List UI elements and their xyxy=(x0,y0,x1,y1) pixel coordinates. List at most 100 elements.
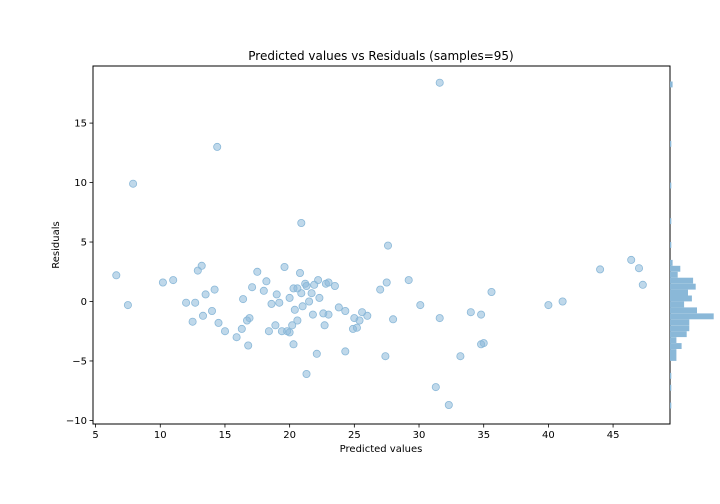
data-point xyxy=(259,286,268,295)
histogram-bar xyxy=(670,313,714,320)
data-point xyxy=(275,298,284,307)
data-point xyxy=(244,341,253,350)
data-point xyxy=(315,293,324,302)
data-point xyxy=(416,301,425,310)
data-point xyxy=(293,316,302,325)
data-point xyxy=(638,280,647,289)
data-point xyxy=(544,301,553,310)
data-point xyxy=(210,285,219,294)
histogram-bar xyxy=(670,301,685,308)
data-point xyxy=(262,277,271,286)
data-point xyxy=(310,280,319,289)
histogram-bar xyxy=(670,343,682,349)
histogram-bar xyxy=(670,325,690,332)
data-point xyxy=(444,400,453,409)
data-point xyxy=(308,310,317,319)
histogram-bar xyxy=(670,283,696,290)
data-point xyxy=(435,78,444,87)
histogram-bar xyxy=(670,265,681,272)
x-tick-label: 15 xyxy=(219,430,232,441)
data-point xyxy=(363,311,372,320)
data-point xyxy=(207,306,216,315)
chart-title: Predicted values vs Residuals (samples=9… xyxy=(248,49,513,63)
data-point xyxy=(297,218,306,227)
data-point xyxy=(487,287,496,296)
x-tick-label: 35 xyxy=(477,430,490,441)
y-tick-label: −5 xyxy=(72,356,87,367)
data-point xyxy=(193,266,202,275)
scatter-plot-frame xyxy=(92,65,671,425)
histogram-bar xyxy=(670,271,678,278)
data-point xyxy=(271,321,280,330)
histogram-bar xyxy=(670,349,677,355)
data-point xyxy=(248,283,257,292)
data-point xyxy=(295,268,304,277)
data-point xyxy=(435,314,444,323)
data-point xyxy=(232,333,241,342)
data-point xyxy=(477,310,486,319)
data-point xyxy=(324,310,333,319)
data-point xyxy=(285,328,294,337)
data-point xyxy=(404,276,413,285)
data-point xyxy=(188,317,197,326)
y-axis-label: Residuals xyxy=(51,221,62,268)
x-tick-label: 30 xyxy=(413,430,426,441)
x-tick-label: 10 xyxy=(154,430,167,441)
data-point xyxy=(288,321,297,330)
data-point xyxy=(389,315,398,324)
histogram-bar xyxy=(670,289,688,296)
x-axis-ticks: 5 10 15 20 25 30 35 40 45 xyxy=(92,424,619,441)
data-point xyxy=(237,324,246,333)
x-tick-label: 25 xyxy=(348,430,361,441)
data-point xyxy=(112,271,121,280)
histogram-bar xyxy=(670,384,672,391)
residual-histogram xyxy=(670,81,714,409)
data-point xyxy=(198,311,207,320)
data-point xyxy=(330,281,339,290)
histogram-bar xyxy=(670,140,672,147)
histogram-bar xyxy=(670,355,677,361)
data-point xyxy=(627,255,636,264)
histogram-bar xyxy=(670,307,697,314)
data-point xyxy=(264,327,273,336)
data-point xyxy=(635,264,644,273)
data-point xyxy=(334,303,343,312)
data-point xyxy=(182,298,191,307)
data-point xyxy=(341,306,350,315)
data-point xyxy=(272,290,281,299)
data-point xyxy=(324,278,333,287)
data-point xyxy=(158,278,167,287)
data-point xyxy=(289,340,298,349)
data-point xyxy=(129,179,138,188)
data-point xyxy=(191,298,200,307)
histogram-bar xyxy=(670,337,677,344)
data-point xyxy=(431,383,440,392)
data-point xyxy=(253,267,262,276)
data-point xyxy=(214,318,223,327)
x-tick-label: 45 xyxy=(607,430,620,441)
data-point xyxy=(382,278,391,287)
x-axis-label: Predicted values xyxy=(340,444,423,455)
y-tick-label: 5 xyxy=(81,238,87,249)
data-point xyxy=(220,327,229,336)
x-tick-label: 20 xyxy=(283,430,296,441)
data-point xyxy=(290,305,299,314)
data-point xyxy=(201,290,210,299)
data-point xyxy=(239,295,248,304)
histogram-bar xyxy=(670,372,672,379)
histogram-bar xyxy=(670,81,673,88)
data-point xyxy=(307,289,316,298)
data-point xyxy=(352,323,361,332)
data-point xyxy=(383,241,392,250)
data-point xyxy=(558,297,567,306)
data-point xyxy=(381,352,390,361)
histogram-bar xyxy=(670,402,672,409)
data-point xyxy=(456,352,465,361)
scatter-points xyxy=(112,78,647,409)
data-point xyxy=(302,369,311,378)
y-tick-label: 0 xyxy=(81,297,87,308)
y-tick-label: −10 xyxy=(66,416,87,427)
x-tick-label: 5 xyxy=(92,430,98,441)
histogram-bar xyxy=(670,218,672,225)
